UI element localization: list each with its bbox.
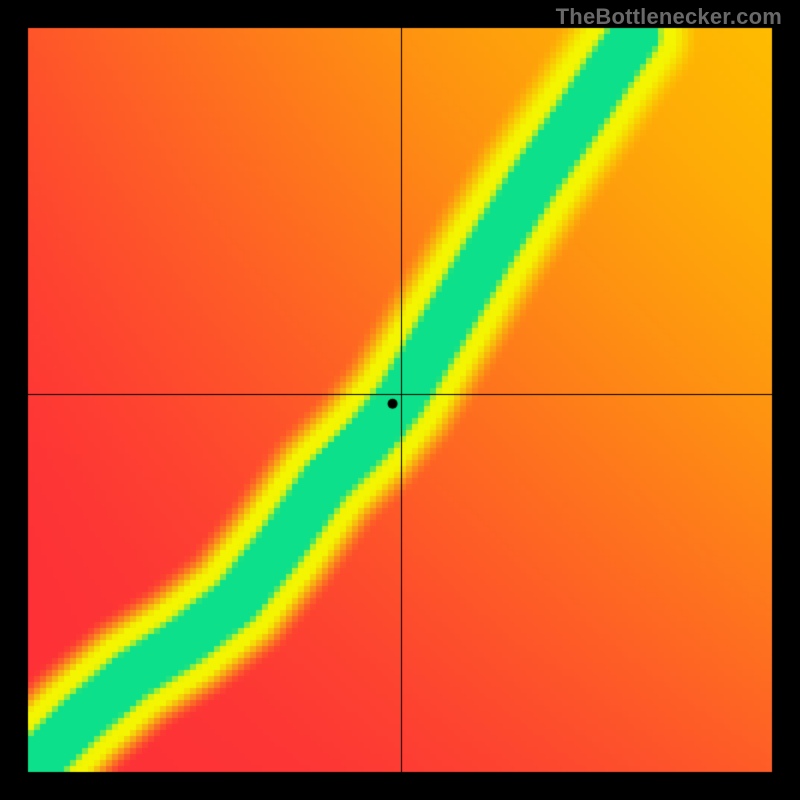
watermark-label: TheBottlenecker.com	[556, 4, 782, 30]
chart-container: TheBottlenecker.com	[0, 0, 800, 800]
bottleneck-heatmap	[0, 0, 800, 800]
